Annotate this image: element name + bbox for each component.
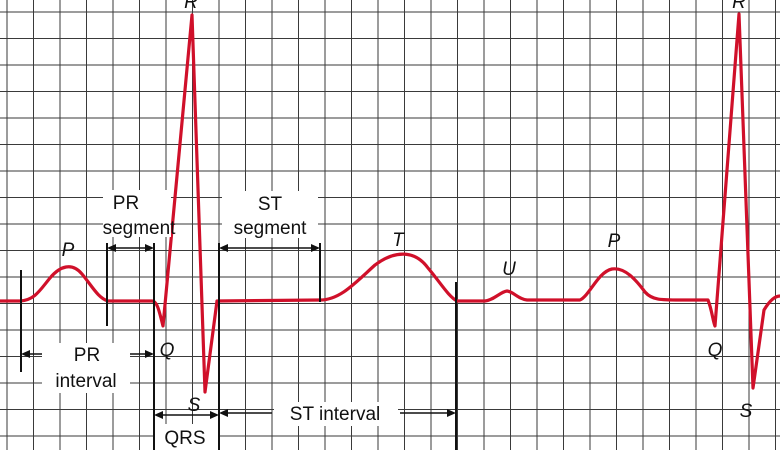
q-wave-2-label: Q — [708, 340, 723, 361]
pr-segment-arrowhead-left — [107, 244, 116, 252]
r-wave-label: R — [184, 0, 198, 13]
u-wave-label: U — [502, 259, 516, 280]
qrs-interval-label-line1: QRS — [164, 428, 205, 449]
q-wave-label: Q — [160, 340, 175, 361]
pr-interval-arrowhead-left — [21, 350, 30, 358]
st-segment-label-bg — [222, 191, 318, 238]
interval-labels: PR segment ST segment PR interval ST int… — [55, 193, 380, 449]
qrs-interval-arrowhead-right — [210, 411, 219, 419]
st-segment-arrowhead-left — [219, 244, 228, 252]
qrs-label-bg — [155, 424, 218, 450]
st-interval-arrowhead-right — [447, 409, 456, 417]
st-segment-arrowhead-right — [311, 244, 320, 252]
pr-segment-arrowhead-right — [145, 244, 154, 252]
pr-interval-arrowhead-right — [145, 350, 154, 358]
pr-segment-label-line2: segment — [103, 218, 177, 239]
interval-markers — [20, 243, 457, 450]
s-wave-2-label: S — [740, 401, 753, 422]
qrs-interval-arrowhead-left — [154, 411, 163, 419]
st-segment-label-line2: segment — [234, 218, 308, 239]
pr-segment-label-bg — [103, 190, 171, 237]
pr-interval-label-line2: interval — [55, 371, 116, 392]
st-interval-label: ST interval — [290, 404, 380, 425]
r-wave-2-label: R — [732, 0, 746, 13]
pr-interval-label-line1: PR — [74, 345, 100, 366]
st-interval-arrowhead-left — [219, 409, 228, 417]
s-wave-label: S — [188, 395, 201, 416]
st-segment-label-line1: ST — [258, 194, 283, 215]
t-wave-label: T — [392, 230, 405, 251]
p-wave-label: P — [62, 240, 75, 261]
st-interval-label-bg — [274, 402, 398, 426]
pr-segment-label-line1: PR — [113, 193, 139, 214]
p-wave-2-label: P — [608, 231, 621, 252]
wave-labels: P R Q S T U P R Q S — [62, 0, 753, 422]
pr-interval-label-bg — [42, 343, 130, 393]
